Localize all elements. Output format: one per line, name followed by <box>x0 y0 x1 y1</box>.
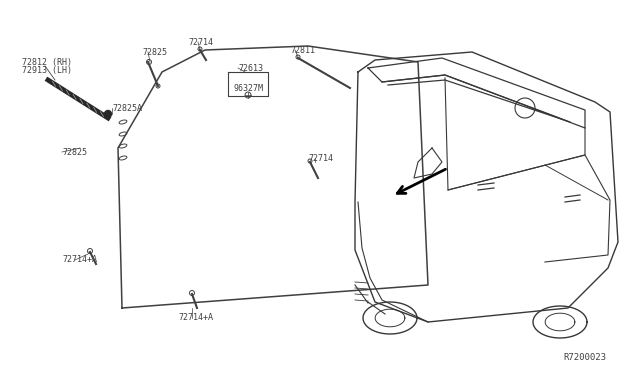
Text: 72825: 72825 <box>62 148 87 157</box>
Text: 72811: 72811 <box>290 45 315 55</box>
Text: 72714+A: 72714+A <box>178 314 213 323</box>
Text: R7200023: R7200023 <box>563 353 606 362</box>
Text: 72714+A: 72714+A <box>62 256 97 264</box>
Text: 96327M: 96327M <box>233 83 263 93</box>
Text: 72613: 72613 <box>238 64 263 73</box>
Text: 72825A: 72825A <box>112 103 142 112</box>
Text: 72714: 72714 <box>308 154 333 163</box>
Text: 72714: 72714 <box>188 38 213 46</box>
Text: 72825: 72825 <box>142 48 167 57</box>
Text: 72913 (LH): 72913 (LH) <box>22 65 72 74</box>
Text: 72812 (RH): 72812 (RH) <box>22 58 72 67</box>
Circle shape <box>104 110 111 118</box>
